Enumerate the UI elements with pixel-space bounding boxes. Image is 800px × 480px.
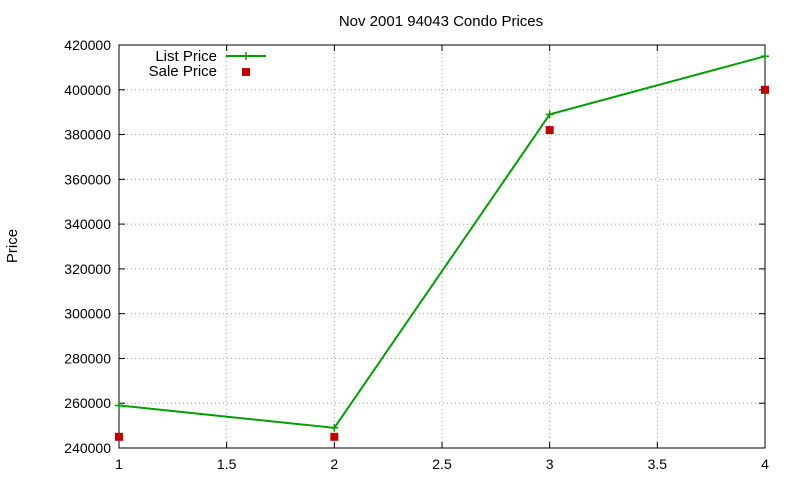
y-tick-label: 320000 xyxy=(64,261,111,277)
legend-swatch-sale-price xyxy=(242,68,250,76)
y-tick-label: 280000 xyxy=(64,350,111,366)
sale-price-point xyxy=(330,432,339,441)
axis-ticks: 240000 260000 280000 300000 320000 340000 3600… xyxy=(64,37,769,472)
x-tick-label: 3 xyxy=(546,456,554,472)
list-price-line xyxy=(118,55,766,429)
y-tick-label: 360000 xyxy=(64,171,111,187)
sale-price-point xyxy=(115,432,123,441)
legend: List Price Sale Price xyxy=(149,48,266,80)
plot-frame xyxy=(118,44,766,449)
x-tick-label: 1.5 xyxy=(217,456,237,472)
legend-marker-list-price xyxy=(242,52,250,60)
y-tick-label: 340000 xyxy=(64,216,111,232)
chart-title: Nov 2001 94043 Condo Prices xyxy=(339,13,543,30)
list-price-point xyxy=(761,52,769,61)
y-tick-label: 380000 xyxy=(64,127,111,143)
y-tick-label: 240000 xyxy=(64,440,111,456)
x-tick-label: 1 xyxy=(115,456,123,472)
sale-price-point xyxy=(761,85,769,94)
series-layer xyxy=(115,52,769,441)
y-tick-label: 260000 xyxy=(64,395,111,411)
y-tick-label: 400000 xyxy=(64,82,111,98)
x-tick-label: 3.5 xyxy=(648,456,668,472)
sale-price-point xyxy=(545,126,554,135)
x-tick-label: 2.5 xyxy=(432,456,452,472)
list-price-point xyxy=(545,110,554,119)
y-axis-label: Price xyxy=(4,229,21,263)
grid xyxy=(119,45,765,448)
x-tick-label: 2 xyxy=(330,456,338,472)
y-tick-label: 420000 xyxy=(64,37,111,53)
legend-label-sale-price: Sale Price xyxy=(149,63,217,80)
list-price-point xyxy=(330,423,339,432)
y-tick-label: 300000 xyxy=(64,306,111,322)
x-tick-label: 4 xyxy=(761,456,769,472)
list-price-point xyxy=(115,401,123,410)
legend-label-list-price: List Price xyxy=(155,48,217,65)
